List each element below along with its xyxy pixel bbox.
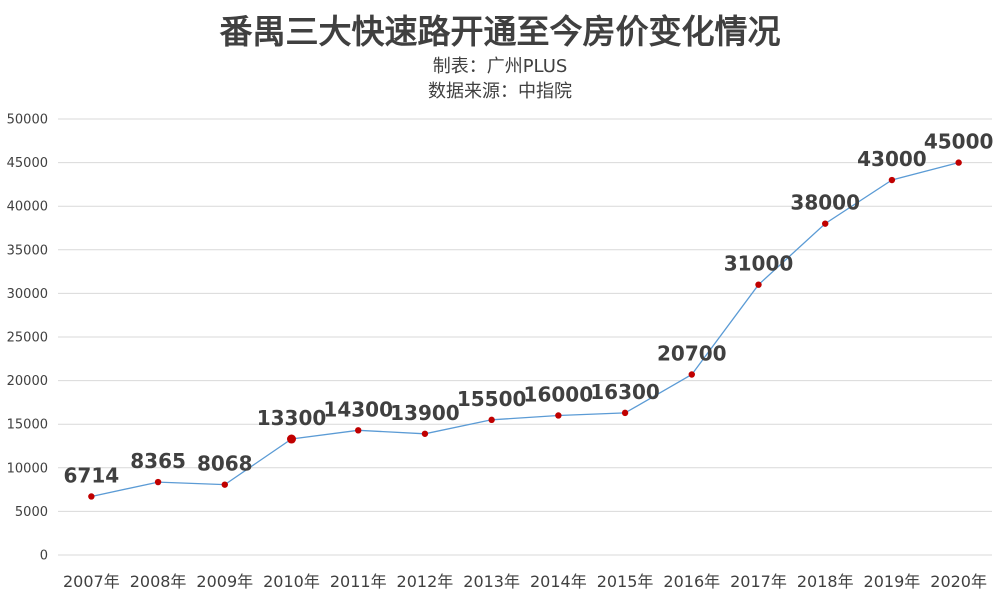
gridlines <box>58 118 992 556</box>
series-line-group <box>91 161 959 498</box>
x-tick-label: 2009年 <box>196 572 253 591</box>
y-tick-label: 20000 <box>7 374 48 389</box>
data-label: 16300 <box>590 380 660 404</box>
x-tick-label: 2013年 <box>463 572 520 591</box>
chart-subtitle-source: 数据来源：中指院 <box>428 81 572 102</box>
data-label: 8365 <box>130 449 186 473</box>
y-tick-label: 35000 <box>7 243 48 258</box>
y-tick-label: 30000 <box>7 287 48 302</box>
x-tick-label: 2020年 <box>930 572 987 591</box>
y-tick-label: 50000 <box>7 113 48 128</box>
data-label: 13900 <box>390 401 460 425</box>
data-label: 13300 <box>257 406 327 430</box>
x-tick-label: 2019年 <box>864 572 921 591</box>
data-point <box>755 281 762 288</box>
x-tick-label: 2015年 <box>597 572 654 591</box>
data-point <box>621 409 629 417</box>
x-tick-label: 2007年 <box>63 572 120 591</box>
data-point <box>688 371 695 378</box>
data-point <box>88 493 95 500</box>
x-tick-label: 2010年 <box>263 572 320 591</box>
y-tick-label: 5000 <box>15 505 48 520</box>
data-label: 43000 <box>857 147 927 171</box>
data-label: 38000 <box>790 191 860 215</box>
data-point <box>955 159 962 166</box>
data-point <box>287 434 296 444</box>
data-label: 31000 <box>724 252 794 276</box>
y-tick-label: 10000 <box>7 461 48 476</box>
chart-title: 番禺三大快速路开通至今房价变化情况 <box>220 12 781 51</box>
data-point <box>488 416 495 424</box>
data-label: 16000 <box>524 382 594 406</box>
y-tick-label: 45000 <box>7 156 48 171</box>
series-line <box>91 161 959 498</box>
x-tick-label: 2018年 <box>797 572 854 591</box>
y-axis-ticks: 0 5000 10000 15000 20000 25000 30000 35000 40000… <box>7 113 48 564</box>
data-point <box>355 427 362 434</box>
data-points <box>88 159 962 500</box>
y-tick-label: 40000 <box>7 200 48 215</box>
data-labels: 6714 8365 80681330014300139001550016000163… <box>64 130 994 488</box>
x-tick-label: 2011年 <box>330 572 387 591</box>
data-point <box>822 220 829 227</box>
x-tick-label: 2016年 <box>663 572 720 591</box>
data-point <box>154 478 162 486</box>
data-label: 6714 <box>64 463 120 487</box>
data-point <box>555 412 562 419</box>
data-label: 14300 <box>323 397 393 421</box>
y-tick-label: 0 <box>40 549 48 564</box>
data-label: 15500 <box>457 387 527 411</box>
x-axis-ticks: 2007年 2008年 2009年 2010年 2011年 2012年 2013年 2014年… <box>63 572 987 591</box>
x-tick-label: 2012年 <box>397 572 454 591</box>
data-label: 20700 <box>657 341 727 365</box>
chart-subtitle-author: 制表：广州PLUS <box>433 56 568 77</box>
data-point <box>421 430 429 437</box>
x-tick-label: 2017年 <box>730 572 787 591</box>
data-label: 45000 <box>924 130 994 154</box>
data-point <box>888 176 896 184</box>
data-point <box>221 481 228 488</box>
y-tick-label: 25000 <box>7 331 48 346</box>
x-tick-label: 2014年 <box>530 572 587 591</box>
y-tick-label: 15000 <box>7 418 48 433</box>
data-label: 8068 <box>197 452 253 476</box>
x-tick-label: 2008年 <box>130 572 187 591</box>
